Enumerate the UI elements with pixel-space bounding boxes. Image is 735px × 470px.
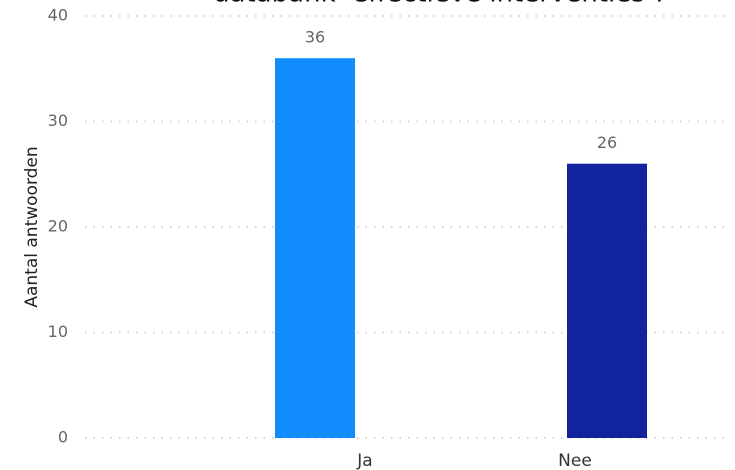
- value-label: 26: [597, 133, 617, 152]
- bar: [275, 58, 355, 438]
- x-tick-label: Nee: [558, 451, 592, 470]
- x-tick-label: Ja: [356, 451, 372, 470]
- bar: [567, 163, 647, 438]
- y-tick-label: 30: [48, 111, 68, 130]
- chart-title: databank ‘effectieve interventies’?: [213, 0, 667, 9]
- y-tick-label: 40: [48, 6, 68, 25]
- y-tick-label: 0: [58, 428, 68, 447]
- value-label: 36: [305, 28, 325, 47]
- y-axis-title: Aantal antwoorden: [22, 146, 42, 307]
- y-tick-label: 20: [48, 217, 68, 236]
- y-tick-label: 10: [48, 322, 68, 341]
